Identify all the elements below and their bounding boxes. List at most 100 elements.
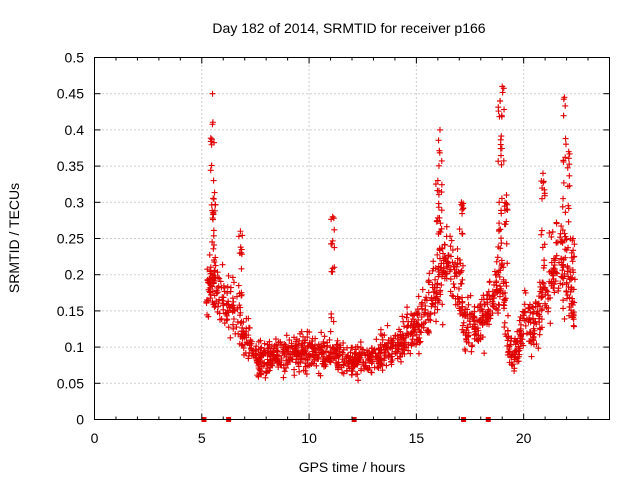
data-point: [254, 372, 261, 379]
data-point: [262, 374, 269, 381]
data-point: [290, 348, 297, 355]
data-point: [503, 240, 510, 247]
data-point: [340, 370, 347, 377]
data-point: [210, 195, 217, 202]
data-point: [229, 321, 236, 328]
data-point: [502, 295, 509, 302]
data-point: [348, 344, 355, 351]
data-point: [541, 192, 548, 199]
data-point: [384, 346, 391, 353]
data-point: [230, 315, 237, 322]
data-point: [398, 343, 405, 350]
data-point: [405, 341, 412, 348]
data-point: [486, 279, 493, 286]
data-point: [562, 233, 569, 240]
data-point: [497, 152, 504, 159]
data-point: [281, 368, 288, 375]
data-point: [505, 349, 512, 356]
data-point: [209, 238, 216, 245]
data-point: [381, 332, 388, 339]
data-point: [506, 346, 513, 353]
data-point: [496, 267, 503, 274]
data-point: [509, 362, 516, 369]
data-point: [548, 233, 555, 240]
spike-peak-point: [210, 177, 217, 184]
data-point: [546, 229, 553, 236]
data-point: [205, 286, 212, 293]
grid: [94, 57, 610, 420]
spike-peak-point: [565, 148, 572, 155]
data-point: [296, 337, 303, 344]
data-point: [512, 354, 519, 361]
data-point: [413, 331, 420, 338]
data-point: [464, 315, 471, 322]
data-point: [205, 313, 212, 320]
data-point: [487, 312, 494, 319]
data-point: [535, 345, 542, 352]
data-point: [476, 335, 483, 342]
data-point: [209, 121, 216, 128]
data-point: [211, 241, 218, 248]
data-point: [306, 329, 313, 336]
data-point: [528, 340, 535, 347]
data-point: [263, 370, 270, 377]
data-point: [252, 346, 259, 353]
data-point: [562, 254, 569, 261]
data-point: [360, 361, 367, 368]
data-point: [489, 302, 496, 309]
data-point: [568, 284, 575, 291]
data-point: [302, 354, 309, 361]
data-point: [491, 268, 498, 275]
data-point: [427, 317, 434, 324]
data-point: [298, 328, 305, 335]
data-point: [484, 291, 491, 298]
spike-peak-point: [561, 94, 568, 101]
data-point: [316, 345, 323, 352]
data-point: [503, 279, 510, 286]
spike-peak-point: [499, 83, 506, 90]
data-point: [517, 313, 524, 320]
data-point: [548, 282, 555, 289]
data-point: [500, 157, 507, 164]
data-point: [553, 220, 560, 227]
data-point: [495, 310, 502, 317]
data-point: [384, 322, 391, 329]
data-point: [237, 304, 244, 311]
data-point: [540, 179, 547, 186]
data-point: [210, 211, 217, 218]
x-tick-label: 0: [91, 430, 99, 446]
data-point: [538, 231, 545, 238]
data-point: [210, 232, 217, 239]
data-point: [521, 308, 528, 315]
data-point: [447, 288, 454, 295]
data-point: [212, 303, 219, 310]
data-point: [423, 294, 430, 301]
data-point: [436, 297, 443, 304]
data-point: [503, 200, 510, 207]
data-point: [465, 301, 472, 308]
data-point: [497, 136, 504, 143]
data-point: [339, 351, 346, 358]
data-point: [330, 215, 337, 222]
data-point: [395, 336, 402, 343]
data-point: [347, 353, 354, 360]
data-point: [219, 297, 226, 304]
data-point: [425, 289, 432, 296]
data-point: [334, 337, 341, 344]
data-point: [230, 304, 237, 311]
data-point: [545, 305, 552, 312]
data-point: [214, 289, 221, 296]
data-point: [437, 291, 444, 298]
data-point: [239, 324, 246, 331]
data-point: [541, 241, 548, 248]
data-point: [501, 302, 508, 309]
data-point: [393, 342, 400, 349]
data-point: [208, 162, 215, 169]
spike-peak-point: [209, 90, 216, 97]
data-point: [445, 252, 452, 259]
data-point: [331, 264, 338, 271]
data-point: [432, 181, 439, 188]
data-point: [439, 321, 446, 328]
data-point: [459, 276, 466, 283]
data-point: [424, 312, 431, 319]
